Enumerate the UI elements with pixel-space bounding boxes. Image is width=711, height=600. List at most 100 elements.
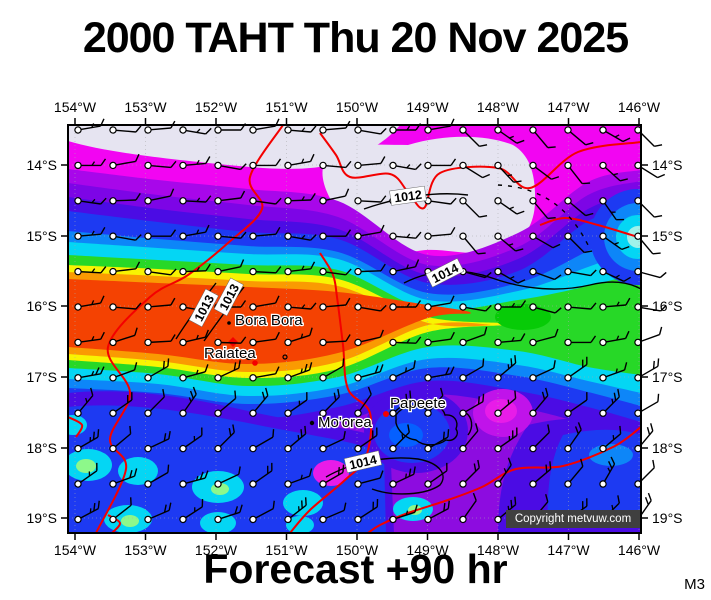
barb-staff bbox=[430, 470, 448, 483]
barb-half-tick bbox=[503, 468, 507, 473]
barb-tick bbox=[445, 367, 450, 375]
barb-tick bbox=[585, 212, 594, 217]
wind-barb bbox=[109, 302, 142, 311]
station-circle bbox=[179, 161, 187, 170]
barb-staff bbox=[255, 373, 276, 378]
barb-tick bbox=[447, 429, 450, 438]
barb-tick bbox=[170, 160, 177, 168]
barb-half-tick bbox=[613, 172, 618, 176]
station-circle bbox=[424, 480, 432, 488]
barb-staff bbox=[150, 304, 171, 308]
island-huahine bbox=[282, 354, 288, 360]
station-circle bbox=[529, 444, 537, 453]
station-circle bbox=[319, 515, 327, 524]
station-circle bbox=[459, 161, 467, 170]
barb-tick bbox=[234, 506, 239, 515]
barb-staff bbox=[220, 473, 240, 484]
lat-label-right: 16°S bbox=[652, 298, 683, 314]
wind-barb bbox=[319, 297, 351, 311]
barb-tick bbox=[100, 266, 107, 274]
barb-tick bbox=[582, 359, 584, 368]
wind-barb bbox=[494, 197, 525, 215]
station-circle bbox=[599, 444, 607, 453]
station-circle bbox=[74, 374, 82, 382]
station-circle bbox=[109, 232, 117, 240]
barb-staff bbox=[465, 401, 484, 413]
barb-half-tick bbox=[301, 158, 305, 164]
barb-tick bbox=[479, 144, 488, 147]
wind-barb bbox=[284, 392, 308, 417]
station-circle bbox=[529, 374, 537, 382]
barb-tick bbox=[134, 327, 138, 336]
wind-barb bbox=[354, 386, 372, 417]
barb-tick bbox=[450, 158, 457, 166]
barb-tick bbox=[380, 195, 387, 203]
barb-staff bbox=[325, 195, 346, 201]
barb-tick bbox=[625, 330, 630, 339]
station-circle bbox=[144, 515, 152, 524]
barb-staff bbox=[534, 166, 552, 180]
wind-barb bbox=[634, 161, 666, 179]
lat-label-right: 17°S bbox=[652, 369, 683, 385]
station-circle bbox=[179, 409, 187, 417]
station-circle bbox=[249, 232, 257, 240]
barb-tick bbox=[479, 214, 488, 218]
barb-half-tick bbox=[405, 367, 407, 372]
barb-staff bbox=[185, 371, 206, 378]
barb-tick bbox=[129, 497, 132, 506]
station-circle bbox=[389, 480, 397, 488]
wind-barb bbox=[529, 461, 552, 488]
barb-tick bbox=[135, 302, 142, 310]
barb-staff bbox=[500, 201, 518, 215]
barb-tick bbox=[652, 252, 661, 255]
barb-staff bbox=[255, 271, 277, 274]
lat-label-left: 17°S bbox=[26, 369, 57, 385]
barb-tick bbox=[163, 504, 167, 513]
barb-staff bbox=[114, 433, 132, 448]
barb-staff bbox=[115, 268, 136, 272]
station-circle bbox=[179, 303, 187, 311]
lon-label-top: 151°W bbox=[265, 99, 308, 115]
station-circle bbox=[529, 197, 537, 205]
lon-label-bottom: 154°W bbox=[54, 542, 97, 558]
wind-barb bbox=[354, 470, 384, 488]
wind-barb bbox=[424, 500, 450, 524]
barb-tick bbox=[97, 429, 100, 438]
map-axes: 154°W 154°W 153°W 153°W 152°W 152°W 151°W 151°W… bbox=[26, 99, 682, 558]
barb-staff bbox=[640, 365, 659, 377]
wind-barb bbox=[494, 267, 526, 284]
station-circle bbox=[529, 161, 537, 170]
station-circle bbox=[144, 267, 152, 276]
magenta-blob bbox=[313, 460, 349, 486]
right-edge-bullseye bbox=[627, 226, 641, 248]
barb-staff bbox=[150, 271, 171, 276]
barb-tick bbox=[415, 163, 422, 170]
barb-staff bbox=[604, 433, 622, 448]
barb-tick bbox=[275, 266, 282, 274]
band-red bbox=[68, 279, 471, 365]
barb-staff bbox=[360, 506, 378, 519]
wind-barb bbox=[599, 389, 620, 417]
station-circle bbox=[109, 126, 117, 134]
station-circle bbox=[284, 444, 292, 453]
barb-tick bbox=[205, 156, 211, 164]
barb-half-tick bbox=[508, 243, 514, 246]
barb-staff bbox=[569, 429, 582, 447]
barb-tick bbox=[405, 393, 408, 402]
wind-barb bbox=[109, 392, 133, 417]
barb-half-tick bbox=[507, 364, 510, 369]
station-circle bbox=[459, 444, 467, 453]
station-circle bbox=[354, 267, 362, 276]
wind-barb bbox=[249, 387, 269, 417]
station-circle bbox=[354, 515, 362, 524]
barb-tick bbox=[310, 234, 317, 241]
station-circle bbox=[109, 303, 117, 311]
barb-tick bbox=[482, 393, 485, 402]
wind-barb bbox=[74, 366, 105, 382]
wind-barbs bbox=[74, 118, 667, 524]
station-circle bbox=[74, 338, 82, 347]
station-circle bbox=[424, 303, 432, 311]
barb-staff bbox=[430, 507, 449, 519]
wind-barb bbox=[144, 389, 165, 417]
station-circle bbox=[144, 197, 152, 205]
